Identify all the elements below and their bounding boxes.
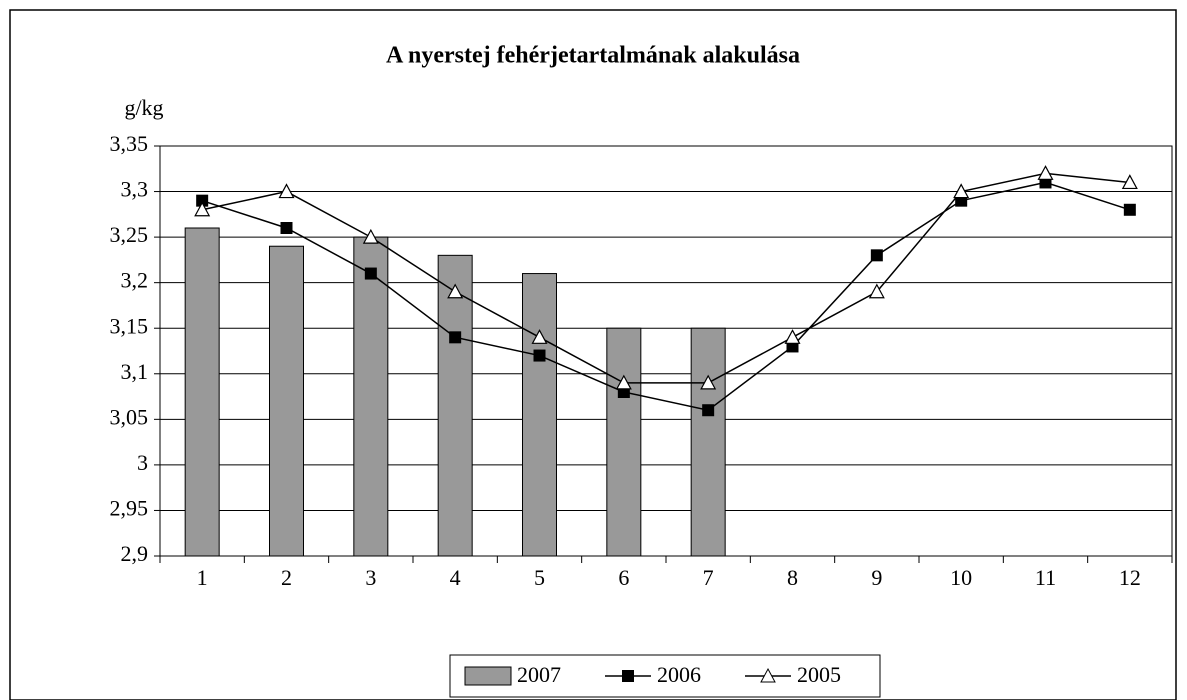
bar <box>184 227 220 557</box>
bar <box>269 245 304 557</box>
marker-triangle <box>447 283 464 299</box>
y-tick-label: 3,05 <box>110 404 149 429</box>
y-tick-label: 3,25 <box>110 222 149 247</box>
y-tick-label: 2,9 <box>121 541 149 566</box>
line <box>202 172 1130 384</box>
y-tick-label: 3,15 <box>110 313 149 338</box>
bar <box>437 254 473 557</box>
y-tick-label: 3,35 <box>110 131 149 156</box>
x-tick-label: 1 <box>197 565 208 590</box>
y-tick-label: 3 <box>137 450 148 475</box>
x-tick-label: 10 <box>950 565 972 590</box>
x-tick-label: 7 <box>703 565 714 590</box>
bar <box>690 327 726 557</box>
marker-square <box>280 222 293 234</box>
marker-square <box>533 349 546 362</box>
marker-square <box>449 331 462 344</box>
marker-triangle <box>700 374 717 390</box>
marker-square <box>870 249 883 262</box>
x-tick-label: 3 <box>365 565 376 590</box>
marker-triangle <box>953 183 970 199</box>
x-tick-label: 2 <box>281 565 292 590</box>
x-tick-label: 11 <box>1035 565 1056 590</box>
y-tick-label: 3,3 <box>121 177 149 202</box>
y-tick-label: 3,1 <box>121 359 149 384</box>
marker-triangle <box>531 329 548 344</box>
marker-triangle <box>278 183 295 199</box>
x-tick-label: 12 <box>1119 565 1141 590</box>
bar <box>606 327 642 557</box>
x-tick-label: 9 <box>871 565 882 590</box>
line <box>201 181 1131 412</box>
x-tick-label: 8 <box>787 565 798 590</box>
x-tick-label: 6 <box>618 565 629 590</box>
legend-marker <box>760 667 776 683</box>
legend-box <box>449 654 881 698</box>
x-tick-label: 5 <box>534 565 545 590</box>
marker-square <box>196 194 209 207</box>
y-axis-label: g/kg <box>124 95 163 120</box>
legend-label: 2005 <box>797 662 841 687</box>
legend-marker <box>622 670 634 682</box>
bar <box>522 273 557 557</box>
marker-triangle <box>615 374 632 390</box>
marker-square <box>1123 203 1136 216</box>
marker-triangle <box>362 228 379 244</box>
marker-square <box>702 404 715 417</box>
marker-square <box>364 267 377 280</box>
legend-swatch <box>464 666 512 686</box>
marker-triangle <box>1121 174 1138 190</box>
plot-area <box>159 145 1173 557</box>
marker-triangle <box>1037 165 1054 180</box>
legend-label: 2006 <box>657 662 701 687</box>
bar <box>353 236 389 557</box>
marker-triangle <box>194 201 211 217</box>
y-tick-label: 3,2 <box>121 268 149 293</box>
y-tick-label: 2,95 <box>110 495 149 520</box>
x-tick-label: 4 <box>450 565 461 590</box>
marker-triangle <box>868 283 885 299</box>
legend-label: 2007 <box>517 662 561 687</box>
chart-title: A nyerstej fehérjetartalmának alakulása <box>386 43 800 69</box>
marker-triangle <box>784 329 801 344</box>
